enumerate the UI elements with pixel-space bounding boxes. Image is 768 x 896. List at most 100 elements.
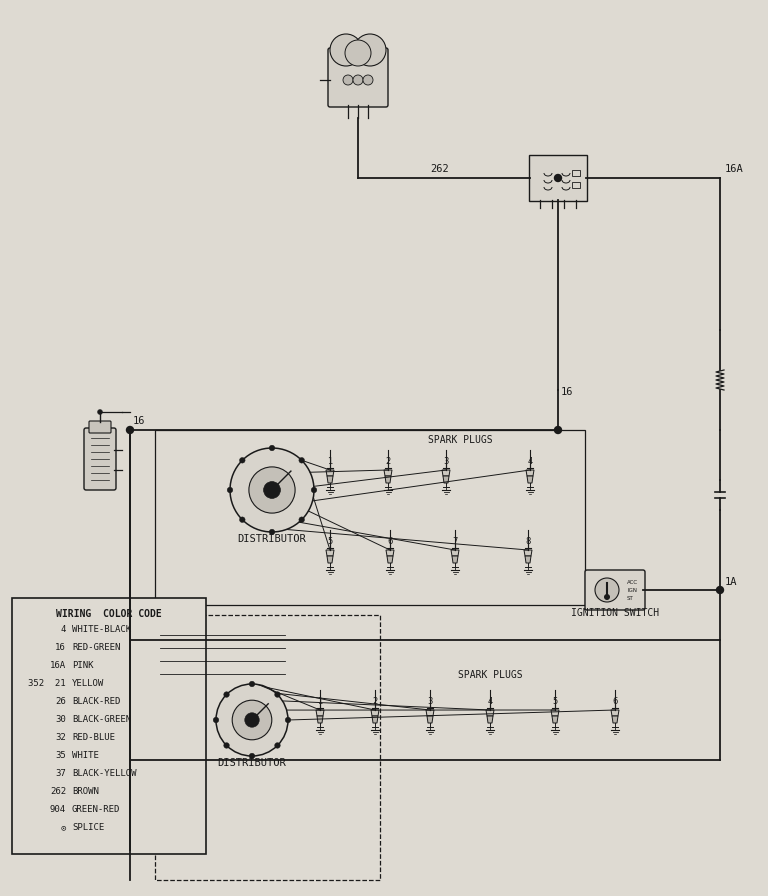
Circle shape <box>554 175 561 182</box>
FancyBboxPatch shape <box>529 155 587 201</box>
Text: 2: 2 <box>386 457 391 466</box>
Text: 4: 4 <box>488 697 492 706</box>
Circle shape <box>263 481 280 498</box>
Text: 37: 37 <box>55 770 66 779</box>
Polygon shape <box>525 556 531 563</box>
Circle shape <box>275 692 280 697</box>
Circle shape <box>270 530 275 535</box>
Text: ST: ST <box>627 596 634 600</box>
Text: 16A: 16A <box>725 164 743 174</box>
FancyBboxPatch shape <box>328 48 388 107</box>
Polygon shape <box>524 550 532 556</box>
Polygon shape <box>384 470 392 476</box>
Polygon shape <box>487 716 493 723</box>
Polygon shape <box>371 710 379 716</box>
Text: SPLICE: SPLICE <box>72 823 104 832</box>
Text: 1: 1 <box>327 457 333 466</box>
Polygon shape <box>611 710 619 716</box>
Text: 26: 26 <box>55 697 66 707</box>
Polygon shape <box>551 710 559 716</box>
Text: IGNITION SWITCH: IGNITION SWITCH <box>571 608 659 618</box>
Circle shape <box>214 717 219 723</box>
Text: YELLOW: YELLOW <box>72 679 104 688</box>
FancyBboxPatch shape <box>12 598 206 854</box>
Text: BROWN: BROWN <box>72 788 99 797</box>
Text: RED-GREEN: RED-GREEN <box>72 643 121 652</box>
Text: 16A: 16A <box>50 661 66 670</box>
Text: 4: 4 <box>61 625 66 634</box>
Circle shape <box>275 743 280 748</box>
Text: BLACK-YELLOW: BLACK-YELLOW <box>72 770 137 779</box>
Text: 35: 35 <box>55 752 66 761</box>
Text: 8: 8 <box>525 537 531 546</box>
Circle shape <box>595 578 619 602</box>
FancyBboxPatch shape <box>89 421 111 433</box>
Text: 30: 30 <box>55 716 66 725</box>
Polygon shape <box>486 710 494 716</box>
Circle shape <box>353 75 363 85</box>
Circle shape <box>604 594 610 600</box>
Text: PINK: PINK <box>72 661 94 670</box>
Text: 6: 6 <box>387 537 392 546</box>
Polygon shape <box>326 470 334 476</box>
Polygon shape <box>526 470 534 476</box>
Circle shape <box>311 487 316 493</box>
Text: 904: 904 <box>50 806 66 814</box>
Text: DISTRIBUTOR: DISTRIBUTOR <box>237 534 306 544</box>
Polygon shape <box>386 550 394 556</box>
Text: 16: 16 <box>561 387 574 397</box>
Polygon shape <box>612 716 618 723</box>
Text: 5: 5 <box>552 697 558 706</box>
Text: 16: 16 <box>133 416 145 426</box>
Text: 7: 7 <box>452 537 458 546</box>
Polygon shape <box>327 476 333 483</box>
Circle shape <box>249 754 255 759</box>
FancyBboxPatch shape <box>84 428 116 490</box>
Text: 1A: 1A <box>725 577 737 587</box>
Polygon shape <box>385 476 391 483</box>
Circle shape <box>345 40 371 66</box>
Circle shape <box>223 743 230 748</box>
Text: 3: 3 <box>427 697 432 706</box>
Polygon shape <box>442 470 450 476</box>
Text: WIRING  COLOR CODE: WIRING COLOR CODE <box>56 609 162 619</box>
Circle shape <box>227 487 233 493</box>
Circle shape <box>343 75 353 85</box>
Polygon shape <box>552 716 558 723</box>
Polygon shape <box>451 550 459 556</box>
Text: 262: 262 <box>431 164 449 174</box>
Circle shape <box>240 517 245 522</box>
Circle shape <box>285 717 291 723</box>
Text: 3: 3 <box>443 457 449 466</box>
Circle shape <box>232 700 272 740</box>
Text: 2: 2 <box>372 697 378 706</box>
Circle shape <box>299 458 304 463</box>
Bar <box>155 430 585 605</box>
Polygon shape <box>372 716 378 723</box>
Polygon shape <box>326 550 334 556</box>
Circle shape <box>127 426 134 434</box>
Bar <box>572 182 580 188</box>
Circle shape <box>249 467 295 513</box>
Polygon shape <box>527 476 533 483</box>
Text: SPARK PLUGS: SPARK PLUGS <box>458 670 522 680</box>
Circle shape <box>245 713 260 728</box>
Text: 4: 4 <box>528 457 533 466</box>
Text: GREEN-RED: GREEN-RED <box>72 806 121 814</box>
Bar <box>572 170 580 176</box>
Polygon shape <box>317 716 323 723</box>
Text: BLACK-RED: BLACK-RED <box>72 697 121 707</box>
Text: ⊙: ⊙ <box>61 823 66 832</box>
Text: BLACK-GREEN: BLACK-GREEN <box>72 716 131 725</box>
Text: 32: 32 <box>55 734 66 743</box>
Circle shape <box>240 458 245 463</box>
Text: SPARK PLUGS: SPARK PLUGS <box>428 435 492 445</box>
Polygon shape <box>452 556 458 563</box>
Circle shape <box>230 448 314 532</box>
Text: WHITE-BLACK: WHITE-BLACK <box>72 625 131 634</box>
Polygon shape <box>316 710 324 716</box>
Polygon shape <box>443 476 449 483</box>
FancyBboxPatch shape <box>585 570 645 610</box>
Text: RED-BLUE: RED-BLUE <box>72 734 115 743</box>
Circle shape <box>299 517 304 522</box>
